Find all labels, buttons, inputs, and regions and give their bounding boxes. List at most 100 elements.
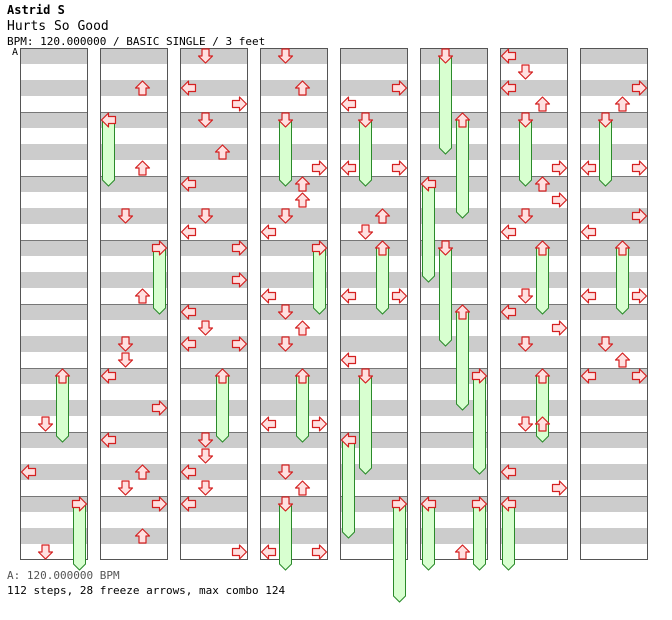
arrow-left-icon [180, 224, 197, 240]
arrow-left-icon [100, 368, 117, 384]
beat-stripe [260, 464, 328, 480]
arrow-right-icon [151, 240, 168, 256]
beat-stripe [500, 336, 568, 352]
beat-stripe [100, 176, 168, 192]
chart-column-3 [180, 48, 248, 560]
arrow-left-icon [340, 96, 357, 112]
arrow-down-icon [437, 48, 454, 64]
beat-stripe [420, 240, 488, 256]
beat-stripe [20, 112, 88, 128]
beat-stripe [100, 144, 168, 160]
arrow-up-icon [534, 240, 551, 256]
column-border [500, 48, 568, 560]
arrow-right-icon [391, 288, 408, 304]
freeze-hold-left [342, 439, 355, 539]
arrow-up-icon [294, 320, 311, 336]
arrow-down-icon [117, 336, 134, 352]
beat-stripe [180, 432, 248, 448]
arrow-down-icon [437, 240, 454, 256]
beat-stripe [180, 272, 248, 288]
freeze-hold-up [456, 311, 469, 411]
arrow-left-icon [580, 288, 597, 304]
arrow-up-icon [454, 112, 471, 128]
arrow-left-icon [180, 176, 197, 192]
beat-stripe [500, 528, 568, 544]
beat-stripe [260, 336, 328, 352]
column-border [340, 48, 408, 560]
beat-stripe [100, 240, 168, 256]
arrow-up-icon [614, 96, 631, 112]
arrow-up-icon [614, 240, 631, 256]
arrow-left-icon [420, 496, 437, 512]
arrow-left-icon [500, 464, 517, 480]
chart-stats: 112 steps, 28 freeze arrows, max combo 1… [7, 584, 286, 597]
bpm-marker-label: A [12, 47, 19, 58]
arrow-left-icon [260, 288, 277, 304]
arrow-left-icon [20, 464, 37, 480]
arrow-right-icon [311, 544, 328, 560]
beat-stripe [580, 432, 648, 448]
arrow-down-icon [197, 48, 214, 64]
arrow-left-icon [180, 496, 197, 512]
arrow-left-icon [340, 432, 357, 448]
arrow-right-icon [391, 496, 408, 512]
arrow-down-icon [597, 112, 614, 128]
arrow-down-icon [517, 64, 534, 80]
beat-stripe [260, 272, 328, 288]
beat-stripe [420, 144, 488, 160]
freeze-hold-right [313, 247, 326, 315]
arrow-right-icon [631, 160, 648, 176]
beat-stripe [580, 176, 648, 192]
arrow-left-icon [180, 336, 197, 352]
beat-stripe [340, 368, 408, 384]
beat-stripe [180, 304, 248, 320]
beat-stripe [260, 368, 328, 384]
arrow-down-icon [197, 480, 214, 496]
arrow-left-icon [340, 352, 357, 368]
freeze-hold-down [359, 375, 372, 475]
beat-stripe [100, 432, 168, 448]
beat-stripe [580, 144, 648, 160]
arrow-up-icon [374, 240, 391, 256]
beat-stripe [420, 464, 488, 480]
beat-stripe [420, 496, 488, 512]
beat-stripe [100, 272, 168, 288]
beat-stripe [420, 336, 488, 352]
arrow-left-icon [260, 544, 277, 560]
arrow-up-icon [374, 208, 391, 224]
beat-stripe [20, 464, 88, 480]
beat-stripe [100, 464, 168, 480]
arrow-up-icon [534, 96, 551, 112]
arrow-down-icon [277, 112, 294, 128]
beat-stripe [340, 176, 408, 192]
arrow-up-icon [54, 368, 71, 384]
arrow-down-icon [277, 208, 294, 224]
arrow-down-icon [197, 448, 214, 464]
beat-stripe [20, 80, 88, 96]
freeze-hold-right [153, 247, 166, 315]
chart-info: BPM: 120.000000 / BASIC SINGLE / 3 feet [7, 35, 266, 48]
arrow-left-icon [340, 288, 357, 304]
freeze-hold-down [519, 119, 532, 187]
arrow-down-icon [277, 304, 294, 320]
freeze-hold-down [359, 119, 372, 187]
arrow-right-icon [231, 336, 248, 352]
freeze-hold-down [439, 55, 452, 155]
beat-stripe [580, 48, 648, 64]
arrow-up-icon [134, 464, 151, 480]
arrow-right-icon [631, 288, 648, 304]
beat-stripe [20, 336, 88, 352]
beat-stripe [260, 112, 328, 128]
beat-stripe [180, 400, 248, 416]
beat-stripe [580, 304, 648, 320]
arrow-right-icon [391, 80, 408, 96]
arrow-left-icon [340, 160, 357, 176]
arrow-left-icon [500, 224, 517, 240]
beat-stripe [260, 528, 328, 544]
beat-stripe [340, 336, 408, 352]
arrow-down-icon [197, 432, 214, 448]
arrow-up-icon [294, 176, 311, 192]
beat-stripe [20, 208, 88, 224]
arrow-down-icon [277, 464, 294, 480]
